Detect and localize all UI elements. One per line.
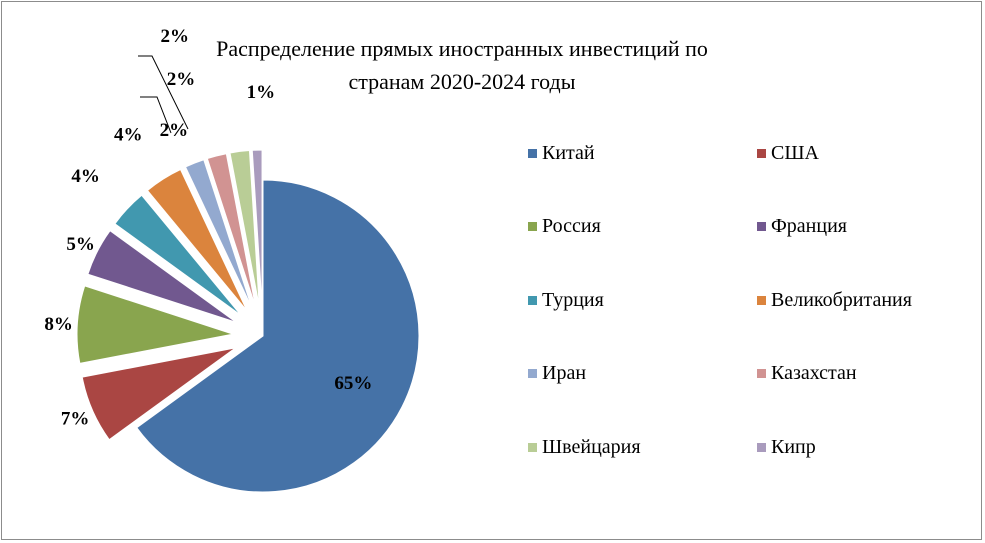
legend-label: Франция bbox=[771, 215, 847, 237]
pie-slice-4 bbox=[87, 229, 237, 323]
legend-item-2: США bbox=[757, 142, 819, 164]
legend-label: Казахстан bbox=[771, 362, 857, 384]
legend-label: Кипр bbox=[771, 435, 816, 458]
pie-slice-5 bbox=[114, 194, 242, 316]
data-label-2: 7% bbox=[61, 408, 90, 429]
pie-slice-6 bbox=[146, 168, 248, 311]
data-label-4: 5% bbox=[66, 234, 95, 255]
legend-item-7: Иран bbox=[528, 362, 587, 385]
data-label-10: 1% bbox=[247, 82, 276, 103]
legend-swatch bbox=[528, 148, 537, 158]
pie-slice-2 bbox=[81, 347, 236, 441]
pie-slice-9 bbox=[229, 150, 260, 307]
legend-item-3: Россия bbox=[528, 215, 601, 238]
legend-swatch bbox=[757, 442, 766, 452]
legend-label: Россия bbox=[542, 215, 601, 237]
data-label-8: 2% bbox=[167, 69, 196, 90]
data-label-1: 65% bbox=[334, 373, 372, 394]
legend-label: Швейцария bbox=[542, 435, 641, 458]
legend-item-9: Швейцария bbox=[528, 436, 641, 458]
data-label-6: 4% bbox=[114, 124, 143, 145]
leader-line-9 bbox=[138, 55, 189, 130]
legend-item-8: Казахстан bbox=[757, 362, 857, 385]
legend-label: Китай bbox=[542, 141, 595, 164]
legend-swatch bbox=[757, 222, 766, 231]
legend-swatch bbox=[757, 295, 766, 305]
legend-item-5: Турция bbox=[528, 289, 604, 311]
legend-label: Великобритания bbox=[771, 288, 912, 311]
legend-item-1: Китай bbox=[528, 142, 595, 164]
pie-slice-1 bbox=[136, 179, 420, 493]
legend-label: Иран bbox=[542, 362, 587, 384]
data-label-5: 4% bbox=[71, 166, 100, 187]
pie-slice-3 bbox=[76, 285, 234, 364]
data-label-7: 2% bbox=[160, 120, 189, 141]
legend-label: Турция bbox=[542, 288, 604, 311]
pie-slice-8 bbox=[206, 153, 257, 308]
legend-item-6: Великобритания bbox=[757, 289, 912, 311]
chart-title: Распределение прямых иностранных инвести… bbox=[216, 36, 708, 94]
legend-label: США bbox=[771, 141, 819, 164]
leader-line-8 bbox=[140, 96, 172, 134]
legend-item-10: Кипр bbox=[757, 436, 816, 458]
pie-slice-7 bbox=[184, 159, 253, 309]
legend-item-4: Франция bbox=[757, 215, 847, 238]
data-label-3: 8% bbox=[44, 314, 73, 335]
legend-swatch bbox=[528, 369, 537, 378]
legend-swatch bbox=[528, 442, 537, 452]
pie-slice-10 bbox=[251, 149, 263, 307]
data-label-9: 2% bbox=[161, 26, 190, 47]
legend-swatch bbox=[757, 369, 766, 378]
legend-swatch bbox=[528, 222, 537, 231]
legend-swatch bbox=[528, 295, 537, 305]
legend-swatch bbox=[757, 148, 766, 158]
